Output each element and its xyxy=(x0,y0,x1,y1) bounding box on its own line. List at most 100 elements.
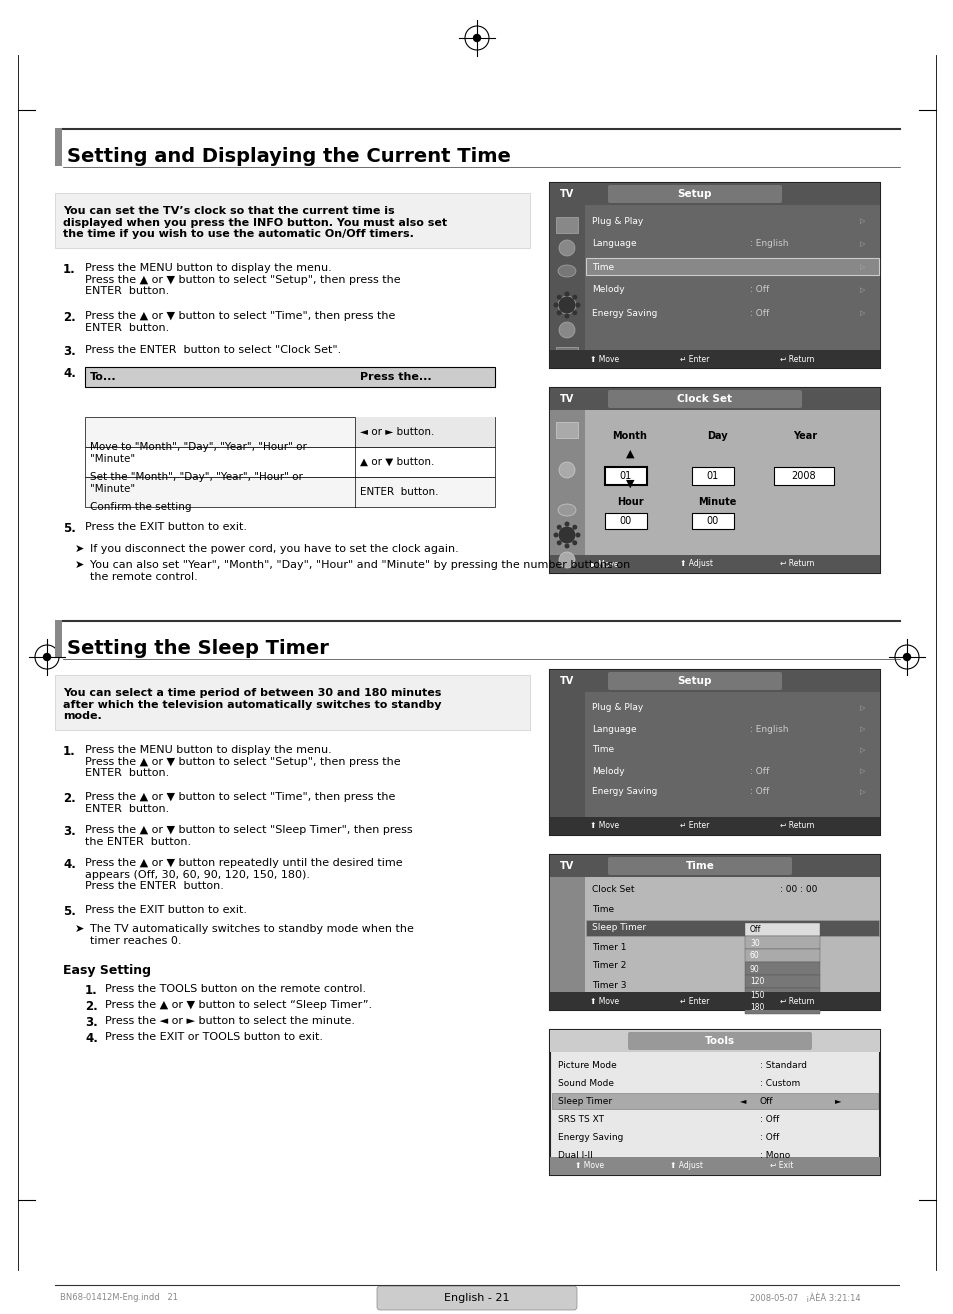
Text: ⬆ Move: ⬆ Move xyxy=(589,355,618,364)
Text: ↵ Enter: ↵ Enter xyxy=(679,355,709,364)
Circle shape xyxy=(557,540,561,545)
Text: Easy Setting: Easy Setting xyxy=(63,964,151,978)
Text: 120: 120 xyxy=(749,978,763,987)
Text: Melody: Melody xyxy=(592,766,624,775)
Text: Time: Time xyxy=(592,904,614,913)
FancyBboxPatch shape xyxy=(744,936,820,949)
FancyBboxPatch shape xyxy=(376,1286,577,1310)
FancyBboxPatch shape xyxy=(744,962,820,975)
Text: TV: TV xyxy=(559,394,574,403)
Text: ↵ Enter: ↵ Enter xyxy=(679,996,709,1005)
Text: Energy Saving: Energy Saving xyxy=(592,787,657,796)
Text: Press the ▲ or ▼ button to select "Time", then press the
ENTER  button.: Press the ▲ or ▼ button to select "Time"… xyxy=(85,792,395,813)
Circle shape xyxy=(902,653,910,661)
Text: ◄ or ► button.: ◄ or ► button. xyxy=(359,427,434,438)
Text: 1.: 1. xyxy=(85,984,97,997)
Text: Press the ▲ or ▼ button repeatedly until the desired time
appears (Off, 30, 60, : Press the ▲ or ▼ button repeatedly until… xyxy=(85,858,402,891)
Text: Time: Time xyxy=(592,745,614,754)
Text: You can also set "Year", "Month", "Day", "Hour" and "Minute" by pressing the num: You can also set "Year", "Month", "Day",… xyxy=(90,560,630,582)
Text: The TV automatically switches to standby mode when the
timer reaches 0.: The TV automatically switches to standby… xyxy=(90,924,414,946)
Text: ▷: ▷ xyxy=(859,746,864,753)
Text: Press the MENU button to display the menu.
Press the ▲ or ▼ button to select "Se: Press the MENU button to display the men… xyxy=(85,263,400,296)
FancyBboxPatch shape xyxy=(744,922,820,936)
Circle shape xyxy=(564,292,569,297)
Text: ↩ Return: ↩ Return xyxy=(780,821,814,830)
Text: : English: : English xyxy=(749,239,788,248)
FancyBboxPatch shape xyxy=(85,477,495,507)
Text: Press the TOOLS button on the remote control.: Press the TOOLS button on the remote con… xyxy=(105,984,366,993)
Text: 4.: 4. xyxy=(85,1031,98,1045)
Text: Setup: Setup xyxy=(677,189,712,198)
Text: ➤: ➤ xyxy=(75,560,84,570)
FancyBboxPatch shape xyxy=(584,410,879,573)
FancyBboxPatch shape xyxy=(607,857,791,875)
Text: Off: Off xyxy=(749,925,760,934)
Text: Press the...: Press the... xyxy=(359,372,431,382)
FancyBboxPatch shape xyxy=(550,410,584,573)
Text: 2.: 2. xyxy=(63,792,75,805)
FancyBboxPatch shape xyxy=(627,1031,811,1050)
Text: You can set the TV’s clock so that the current time is
displayed when you press : You can set the TV’s clock so that the c… xyxy=(63,206,447,239)
Text: ▶ Move: ▶ Move xyxy=(589,560,618,569)
Text: Language: Language xyxy=(592,724,636,733)
Text: ↩ Return: ↩ Return xyxy=(780,560,814,569)
Text: ENTER  button.: ENTER button. xyxy=(359,487,438,497)
Text: : Standard: : Standard xyxy=(760,1060,806,1070)
Text: 30: 30 xyxy=(749,938,759,947)
Text: ⬆ Move: ⬆ Move xyxy=(589,821,618,830)
Text: ▲: ▲ xyxy=(625,449,634,459)
FancyBboxPatch shape xyxy=(55,193,530,248)
Text: 4.: 4. xyxy=(63,858,76,871)
Text: ⬆ Adjust: ⬆ Adjust xyxy=(679,560,712,569)
Text: Press the ENTER  button to select "Clock Set".: Press the ENTER button to select "Clock … xyxy=(85,346,341,355)
Circle shape xyxy=(575,532,579,537)
FancyBboxPatch shape xyxy=(550,817,879,834)
Circle shape xyxy=(558,240,575,256)
Text: English - 21: English - 21 xyxy=(444,1293,509,1303)
Text: TV: TV xyxy=(559,675,574,686)
Text: : Custom: : Custom xyxy=(760,1079,800,1088)
Text: 90: 90 xyxy=(749,964,759,974)
Text: 180: 180 xyxy=(749,1004,763,1013)
Text: Off: Off xyxy=(760,1096,773,1105)
FancyBboxPatch shape xyxy=(604,466,646,485)
FancyBboxPatch shape xyxy=(585,258,878,275)
Circle shape xyxy=(558,463,575,478)
Text: : Off: : Off xyxy=(749,309,768,318)
FancyBboxPatch shape xyxy=(550,183,879,205)
Text: 150: 150 xyxy=(749,991,763,1000)
FancyBboxPatch shape xyxy=(550,1158,879,1175)
FancyBboxPatch shape xyxy=(55,620,62,658)
FancyBboxPatch shape xyxy=(607,185,781,202)
Text: ➤: ➤ xyxy=(75,924,84,934)
FancyBboxPatch shape xyxy=(584,205,879,368)
Circle shape xyxy=(564,522,569,527)
Circle shape xyxy=(473,34,480,42)
FancyBboxPatch shape xyxy=(744,1001,820,1014)
Text: ▷: ▷ xyxy=(859,286,864,293)
Text: BN68-01412M-Eng.indd   21: BN68-01412M-Eng.indd 21 xyxy=(60,1293,178,1302)
Text: Picture Mode: Picture Mode xyxy=(558,1060,616,1070)
Text: : 00 : 00: : 00 : 00 xyxy=(780,886,817,895)
Text: ▷: ▷ xyxy=(859,767,864,774)
Circle shape xyxy=(572,540,577,545)
Text: 3.: 3. xyxy=(63,346,75,357)
FancyBboxPatch shape xyxy=(744,988,820,1001)
Text: 01: 01 xyxy=(706,470,719,481)
Text: ▷: ▷ xyxy=(859,264,864,269)
Text: Timer 3: Timer 3 xyxy=(592,980,626,989)
FancyBboxPatch shape xyxy=(550,1030,879,1053)
Text: Press the MENU button to display the menu.
Press the ▲ or ▼ button to select "Se: Press the MENU button to display the men… xyxy=(85,745,400,778)
Text: 00: 00 xyxy=(706,516,719,526)
Text: ▷: ▷ xyxy=(859,310,864,315)
Text: Melody: Melody xyxy=(592,285,624,294)
FancyBboxPatch shape xyxy=(550,992,879,1010)
Text: Sound Mode: Sound Mode xyxy=(558,1079,614,1088)
Circle shape xyxy=(43,653,51,661)
Text: 2.: 2. xyxy=(63,311,75,325)
FancyBboxPatch shape xyxy=(584,692,879,834)
Circle shape xyxy=(564,544,569,548)
Text: Press the EXIT button to exit.: Press the EXIT button to exit. xyxy=(85,905,247,915)
Text: Sleep Timer: Sleep Timer xyxy=(558,1096,612,1105)
Text: Dual I-II: Dual I-II xyxy=(558,1151,592,1159)
